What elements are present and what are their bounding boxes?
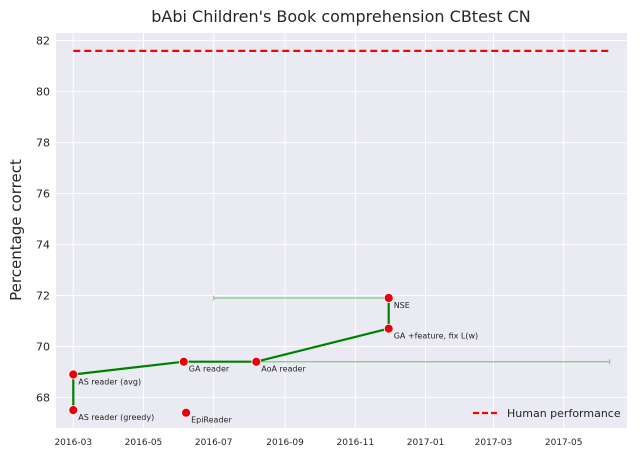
point-label-nse: NSE (394, 301, 410, 310)
legend-label-human-performance: Human performance (507, 407, 621, 420)
data-points (68, 293, 394, 418)
point-labels: AS reader (greedy) AS reader (avg) GA read… (78, 301, 478, 425)
y-tick-label: 68 (36, 391, 50, 404)
data-point-ga-feature-fix-l-w (383, 323, 394, 334)
y-tick-label: 78 (36, 137, 50, 150)
plot-background (56, 33, 627, 428)
legend: Human performance (473, 407, 621, 420)
x-tick-labels: 2016-03 2016-05 2016-07 2016-09 2016-11 2017-… (54, 438, 582, 448)
x-tick-label: 2016-03 (54, 438, 92, 448)
data-point-as-reader-greedy (68, 405, 79, 416)
frontier-series (72, 298, 390, 411)
point-label-as-reader-avg: AS reader (avg) (78, 377, 141, 386)
x-tick-label: 2017-05 (545, 438, 583, 448)
frontier-line (72, 298, 390, 411)
x-tick-label: 2017-01 (407, 438, 445, 448)
data-point-as-reader-avg (68, 369, 79, 380)
x-tick-label: 2016-05 (125, 438, 163, 448)
y-tick-labels: 68 70 72 74 76 78 80 82 (36, 35, 50, 405)
grid (56, 33, 627, 428)
y-tick-label: 74 (36, 239, 50, 252)
x-tick-label: 2016-07 (195, 438, 233, 448)
point-label-as-reader-greedy: AS reader (greedy) (78, 413, 154, 422)
y-tick-label: 80 (36, 86, 50, 99)
data-point-nse (383, 293, 394, 303)
y-tick-label: 70 (36, 340, 50, 353)
chart-title: bAbi Children's Book comprehension CBtes… (151, 7, 531, 26)
point-label-ga-feature-fix-l-w: GA +feature, fix L(w) (394, 332, 478, 341)
point-label-ga-reader: GA reader (189, 365, 230, 374)
point-label-epireader: EpiReader (191, 416, 232, 425)
x-tick-label: 2017-03 (475, 438, 513, 448)
data-point-epireader (181, 407, 191, 418)
y-tick-label: 82 (36, 35, 50, 48)
y-tick-label: 72 (36, 289, 50, 302)
point-label-aoa-reader: AoA reader (261, 365, 306, 374)
x-tick-label: 2016-09 (266, 438, 304, 448)
data-point-aoa-reader (251, 356, 262, 367)
y-tick-label: 76 (36, 188, 50, 201)
data-point-ga-reader (178, 356, 189, 367)
y-axis-label: Percentage correct (7, 159, 25, 301)
x-tick-label: 2016-11 (337, 438, 375, 448)
